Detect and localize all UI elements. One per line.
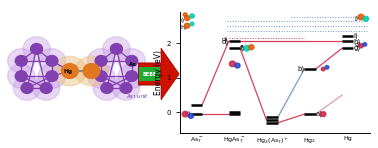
Circle shape	[359, 44, 363, 48]
Circle shape	[38, 49, 65, 73]
Circle shape	[321, 112, 326, 117]
Circle shape	[23, 37, 50, 61]
Circle shape	[21, 83, 33, 93]
Circle shape	[126, 71, 138, 81]
Circle shape	[363, 16, 369, 21]
Circle shape	[101, 83, 113, 93]
Circle shape	[118, 49, 146, 73]
Text: i): i)	[353, 33, 358, 39]
Circle shape	[31, 44, 43, 54]
Circle shape	[40, 83, 52, 93]
Circle shape	[363, 43, 367, 46]
Text: j): j)	[355, 16, 359, 21]
Circle shape	[46, 56, 58, 66]
Circle shape	[15, 56, 27, 66]
Circle shape	[38, 64, 65, 88]
Text: f): f)	[240, 45, 245, 52]
Circle shape	[321, 67, 325, 71]
Circle shape	[325, 66, 329, 69]
Text: Hg: Hg	[64, 69, 73, 74]
Circle shape	[182, 111, 188, 117]
Circle shape	[33, 76, 60, 100]
Circle shape	[190, 22, 194, 26]
Circle shape	[126, 56, 138, 66]
Text: $As_7$ unit: $As_7$ unit	[127, 92, 150, 101]
Text: h): h)	[181, 25, 187, 30]
Circle shape	[15, 71, 27, 81]
Text: c): c)	[184, 111, 191, 117]
Circle shape	[75, 56, 108, 86]
Circle shape	[235, 63, 240, 68]
Circle shape	[95, 71, 107, 81]
Text: a): a)	[316, 111, 323, 117]
Circle shape	[120, 83, 132, 93]
Circle shape	[87, 64, 115, 88]
Text: d): d)	[222, 38, 229, 45]
Text: BEBE: BEBE	[143, 71, 157, 77]
Polygon shape	[138, 48, 179, 100]
Circle shape	[244, 45, 250, 51]
Circle shape	[249, 45, 254, 50]
Text: h): h)	[353, 38, 361, 45]
Text: g): g)	[355, 42, 361, 47]
Circle shape	[229, 61, 235, 67]
Text: g): g)	[353, 45, 361, 52]
Circle shape	[118, 64, 146, 88]
FancyBboxPatch shape	[139, 67, 160, 81]
Circle shape	[53, 56, 87, 86]
Circle shape	[13, 76, 41, 100]
Circle shape	[103, 37, 130, 61]
Circle shape	[8, 64, 35, 88]
Circle shape	[93, 76, 121, 100]
Circle shape	[184, 16, 190, 21]
Circle shape	[62, 64, 78, 78]
Text: d): d)	[221, 37, 228, 42]
Circle shape	[112, 76, 139, 100]
Text: f): f)	[241, 46, 246, 51]
Circle shape	[83, 64, 100, 78]
Circle shape	[46, 71, 58, 81]
Circle shape	[95, 56, 107, 66]
Circle shape	[8, 49, 35, 73]
Text: As: As	[129, 62, 137, 67]
Circle shape	[183, 13, 187, 16]
Circle shape	[87, 49, 115, 73]
Circle shape	[188, 113, 194, 118]
Circle shape	[190, 14, 194, 18]
Circle shape	[184, 23, 190, 28]
Circle shape	[358, 14, 364, 20]
Y-axis label: Energy (eV): Energy (eV)	[154, 50, 163, 95]
Text: i): i)	[181, 18, 185, 23]
Text: b): b)	[297, 66, 304, 72]
Circle shape	[110, 44, 122, 54]
